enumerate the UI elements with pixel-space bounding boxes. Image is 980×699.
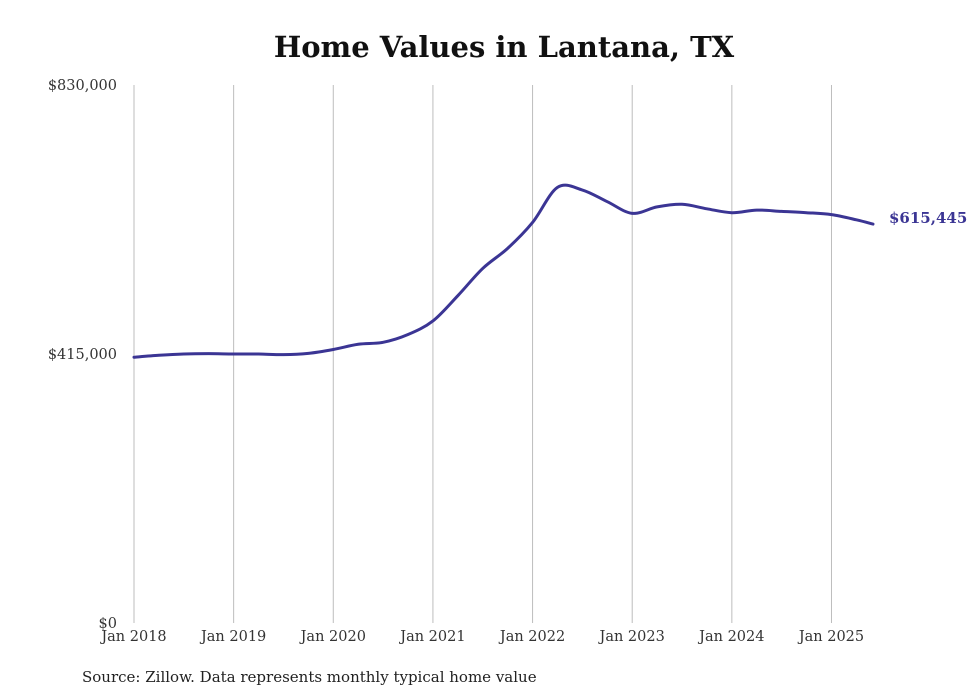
x-tick-label: Jan 2025 (797, 629, 864, 645)
chart-title: Home Values in Lantana, TX (273, 30, 735, 64)
y-tick-label: $0 (99, 616, 117, 632)
end-value-label: $615,445 (889, 209, 967, 227)
series-line (132, 183, 875, 359)
y-tick-label: $830,000 (48, 78, 117, 94)
x-tick-label: Jan 2022 (498, 629, 565, 645)
x-tick-label: Jan 2021 (398, 629, 465, 645)
source-note: Source: Zillow. Data represents monthly … (82, 668, 537, 686)
y-axis-ticks: $0 $415,000 $830,000 (48, 78, 117, 632)
x-tick-label: Jan 2023 (598, 629, 665, 645)
x-tick-label: Jan 2020 (299, 629, 366, 645)
x-tick-label: Jan 2024 (697, 629, 764, 645)
x-tick-label: Jan 2018 (99, 629, 166, 645)
x-tick-label: Jan 2019 (199, 629, 266, 645)
x-axis-ticks: Jan 2018 Jan 2019 Jan 2020 Jan 2021 Jan 2022… (99, 629, 864, 645)
y-tick-label: $415,000 (48, 347, 117, 363)
